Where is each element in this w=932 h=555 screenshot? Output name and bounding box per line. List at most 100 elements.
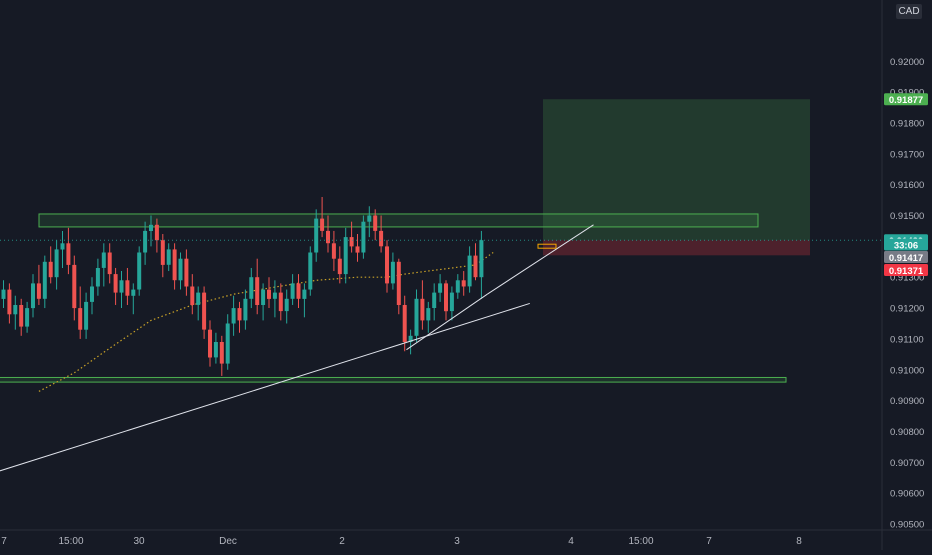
candles-layer [1, 197, 484, 376]
candle-body [95, 268, 100, 287]
candle [314, 209, 319, 262]
price-label-text: 0.91417 [889, 253, 923, 264]
candle-body [343, 237, 348, 275]
candle-body [396, 261, 401, 305]
candle [42, 255, 47, 309]
candle-body [190, 286, 195, 305]
y-tick-label: 0.91200 [890, 304, 924, 315]
candle [461, 271, 466, 296]
candle [449, 286, 454, 321]
candle [255, 258, 260, 315]
candle-body [272, 292, 277, 299]
candle-body [278, 292, 283, 312]
candle [25, 301, 30, 333]
candle-body [42, 261, 47, 299]
candle [479, 230, 484, 299]
candle [261, 283, 266, 321]
price-label-box [884, 238, 928, 251]
candle [90, 277, 94, 315]
candle-body [160, 240, 165, 265]
x-tick-label: 7 [1, 536, 7, 547]
candle-body [208, 329, 212, 358]
candle [385, 240, 389, 293]
candle-body [107, 252, 112, 275]
candle-body [143, 230, 148, 253]
y-tick-label: 0.91800 [890, 118, 924, 129]
candle [48, 246, 53, 284]
y-tick-label: 0.91600 [890, 180, 924, 191]
candle [444, 280, 448, 321]
candle [137, 246, 142, 296]
candle [178, 252, 183, 290]
candle [249, 267, 254, 309]
candle [36, 264, 41, 305]
candle-body [385, 246, 389, 284]
candle-body [461, 280, 466, 287]
candle-body [426, 308, 431, 321]
zones-layer [0, 99, 810, 383]
candle-body [1, 289, 6, 299]
y-tick-label: 0.91900 [890, 88, 924, 99]
candle [190, 274, 195, 315]
x-tick-label: Dec [219, 536, 237, 547]
x-tick-label: 3 [454, 536, 460, 547]
candle [84, 292, 89, 339]
candle-body [296, 283, 301, 299]
candle-body [154, 224, 159, 241]
candle-body [455, 280, 460, 293]
x-tick-label: 7 [706, 536, 712, 547]
candle-body [84, 301, 89, 330]
candle-body [166, 249, 171, 265]
candle [349, 221, 354, 253]
candle-body [237, 308, 242, 321]
candle-body [320, 218, 325, 231]
y-tick-label: 0.91000 [890, 365, 924, 376]
candle [455, 274, 460, 299]
candle-body [420, 298, 425, 321]
candle-body [331, 243, 336, 259]
candle [396, 258, 401, 315]
candle [78, 286, 83, 339]
candle-body [113, 274, 118, 293]
candle [243, 289, 248, 330]
candle-body [54, 249, 59, 278]
candle [208, 320, 212, 367]
candle [72, 255, 77, 321]
x-tick-label: 8 [796, 536, 802, 547]
candle-body [231, 308, 236, 324]
candle [390, 252, 395, 290]
candle-body [249, 277, 254, 299]
candle [19, 298, 24, 336]
bar-countdown-price-label: 33:06 [884, 238, 928, 251]
candle-body [467, 255, 472, 287]
candle [326, 215, 330, 253]
y-tick-label: 0.90500 [890, 520, 924, 531]
candle [373, 209, 378, 241]
currency-badge[interactable]: CAD [896, 4, 922, 19]
candle-body [90, 286, 94, 302]
candle [107, 243, 112, 284]
candle-body [349, 237, 354, 247]
candle [438, 274, 443, 302]
y-tick-label: 0.91100 [890, 334, 924, 345]
candle-body [337, 258, 342, 275]
candle-body [196, 292, 201, 305]
candle [213, 332, 218, 364]
candle [420, 280, 425, 330]
y-tick-label: 0.90700 [890, 458, 924, 469]
candle-body [7, 289, 12, 315]
candle-body [178, 258, 183, 281]
candle-body [48, 261, 53, 278]
candle [7, 283, 12, 324]
candle-body [308, 252, 313, 290]
candle [402, 295, 407, 352]
candle [473, 243, 478, 281]
candle-body [326, 230, 330, 244]
candle [231, 295, 236, 336]
order-marker [537, 243, 557, 249]
x-tick-label: 15:00 [628, 536, 653, 547]
